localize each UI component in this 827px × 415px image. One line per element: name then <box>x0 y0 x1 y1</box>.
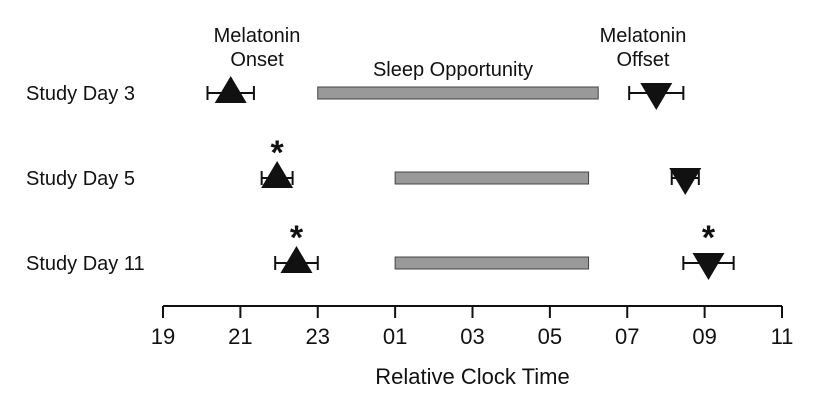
row-1: Study Day 3 <box>26 76 685 110</box>
x-tick-label: 01 <box>383 324 407 349</box>
melatonin-offset-annotation-line-1: Melatonin <box>600 25 687 47</box>
onset-marker <box>261 161 294 188</box>
onset-significance-marker: * <box>290 219 304 257</box>
x-tick-label: 19 <box>151 324 175 349</box>
annotations: Melatonin Onset Sleep OpportunityMelatonin… <box>214 25 687 81</box>
x-tick-label: 21 <box>228 324 252 349</box>
row-3: Study Day 11 * * <box>26 219 735 280</box>
row-label: Study Day 3 <box>26 83 135 105</box>
x-tick-label: 03 <box>460 324 484 349</box>
x-tick-label: 09 <box>692 324 716 349</box>
melatonin-offset-annotation-line-2: Offset <box>617 49 670 71</box>
offset-marker <box>692 253 725 280</box>
sleep-opportunity-annotation-line-1: Sleep Opportunity <box>373 59 533 81</box>
offset-significance-marker: * <box>702 219 716 257</box>
x-tick-label: 11 <box>771 324 794 349</box>
sleep-opportunity-bar <box>394 256 590 270</box>
sleep-opportunity-annotation: Sleep Opportunity <box>373 59 533 81</box>
row-label: Study Day 5 <box>26 168 135 190</box>
melatonin-offset-annotation: Melatonin Offset <box>600 25 687 71</box>
onset-significance-marker: * <box>271 134 285 172</box>
onset-marker <box>280 246 313 273</box>
offset-marker <box>669 168 702 195</box>
melatonin-onset-annotation-line-1: Melatonin <box>214 25 301 47</box>
x-tick-label: 07 <box>615 324 639 349</box>
row-2: Study Day 5 * <box>26 134 702 195</box>
onset-marker <box>214 76 247 103</box>
melatonin-onset-annotation: Melatonin Onset <box>214 25 301 71</box>
melatonin-onset-annotation-line-2: Onset <box>230 49 284 71</box>
row-label: Study Day 11 <box>26 253 145 275</box>
x-axis-title: Relative Clock Time <box>375 364 569 389</box>
sleep-opportunity-bar <box>394 171 590 185</box>
x-tick-label: 05 <box>538 324 562 349</box>
x-tick-label: 23 <box>306 324 330 349</box>
x-axis: 19 21 23 01 03 05 07 09 11 Relative Clock Time <box>151 305 794 389</box>
chart-rows: Study Day 3 Study Day 5 * Study Day 11 * * <box>26 76 735 280</box>
sleep-opportunity-bar <box>317 86 599 100</box>
offset-marker <box>640 83 673 110</box>
